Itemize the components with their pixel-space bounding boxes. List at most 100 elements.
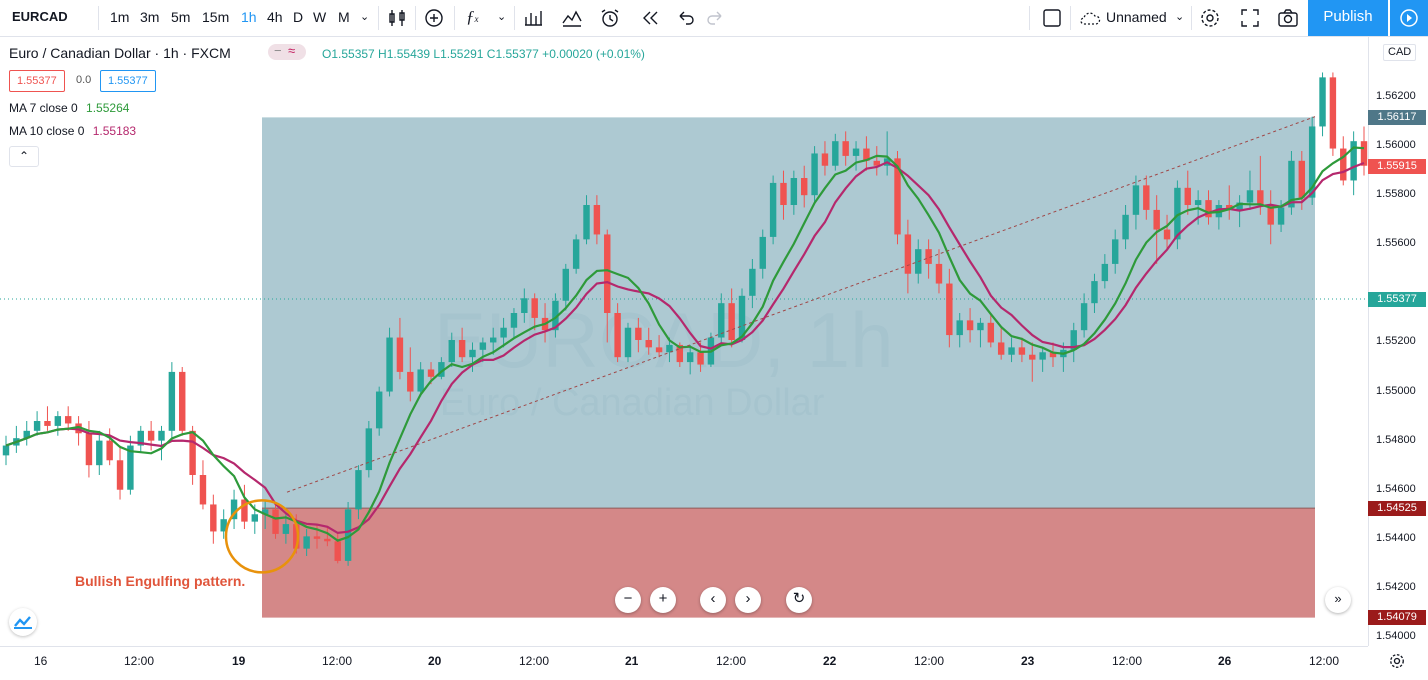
ma7-legend: MA 7 close 0 1.55264 <box>9 101 129 115</box>
buy-price[interactable]: 1.55377 <box>100 70 156 92</box>
candle-body <box>1340 148 1347 181</box>
play-button[interactable] <box>1390 0 1428 36</box>
candle-body <box>604 234 611 313</box>
candle-body <box>1308 126 1316 198</box>
settings-gear-icon[interactable] <box>1387 651 1407 671</box>
interval-5m[interactable]: 5m <box>171 9 191 25</box>
price-tick: 1.54000 <box>1376 630 1416 642</box>
candle-body <box>1298 160 1306 198</box>
redo-icon[interactable] <box>703 6 727 30</box>
interval-M[interactable]: M <box>338 9 350 25</box>
candle-body <box>1018 347 1026 355</box>
candle-body <box>23 430 30 439</box>
time-tick: 12:00 <box>716 654 747 668</box>
candle-body <box>728 303 735 340</box>
candle-body <box>1350 141 1357 181</box>
candle-body <box>624 327 632 358</box>
gear-icon[interactable] <box>1198 6 1222 30</box>
ma10-value: 1.55183 <box>92 124 137 138</box>
sell-price[interactable]: 1.55377 <box>9 70 65 92</box>
collapse-legend-button[interactable]: ⌃ <box>9 146 39 167</box>
interval-1m[interactable]: 1m <box>110 9 130 25</box>
candle-body <box>946 283 953 336</box>
add-indicator-icon[interactable] <box>422 6 446 30</box>
candle-body <box>769 182 777 237</box>
checkbox-icon[interactable] <box>1040 6 1064 30</box>
time-axis[interactable] <box>0 646 1368 680</box>
interval-15m[interactable]: 15m <box>202 9 230 25</box>
ohlc-values: O1.55357 H1.55439 L1.55291 C1.55377 +0.0… <box>322 47 645 61</box>
tradingview-logo[interactable] <box>9 608 37 636</box>
chevron-down-icon[interactable]: ⌄ <box>1175 11 1185 23</box>
time-tick: 19 <box>232 654 246 668</box>
plus-icon: + <box>658 590 668 607</box>
time-tick: 22 <box>823 654 837 668</box>
price-tick: 1.54800 <box>1376 433 1416 446</box>
pattern-annotation[interactable]: Bullish Engulfing pattern. <box>75 573 246 589</box>
candle-body <box>469 349 476 358</box>
candles-icon[interactable] <box>385 6 409 30</box>
publish-button[interactable]: Publish <box>1308 0 1388 36</box>
replay-icon[interactable] <box>638 6 662 30</box>
interval-4h[interactable]: 4h <box>267 9 283 25</box>
candle-body <box>718 303 725 338</box>
interval-1h[interactable]: 1h <box>241 9 257 25</box>
reset-chart-button[interactable]: ↻ <box>786 587 812 613</box>
candle-body <box>438 362 445 377</box>
minus-icon: − <box>623 590 633 607</box>
candle-body <box>96 440 103 466</box>
divider <box>1070 6 1071 30</box>
candle-body <box>1267 205 1274 225</box>
compare-icon[interactable] <box>521 6 545 30</box>
chevron-down-icon[interactable]: ⌄ <box>360 11 370 23</box>
alert-icon[interactable] <box>598 6 622 30</box>
divider <box>378 6 379 30</box>
candle-body <box>1194 200 1202 205</box>
candle-body <box>106 440 113 461</box>
spread-value: 0.0 <box>76 74 92 86</box>
candle-body <box>500 327 507 338</box>
interval-3m[interactable]: 3m <box>140 9 160 25</box>
interval-W[interactable]: W <box>313 9 327 25</box>
candle-body <box>1143 185 1150 210</box>
price-chart[interactable]: EURCAD, 1hEuro / Canadian Dollar <box>0 37 1368 646</box>
fullscreen-icon[interactable] <box>1238 6 1262 30</box>
divider <box>514 6 515 30</box>
candle-body <box>407 371 414 392</box>
candle-body <box>189 430 196 475</box>
candle-body <box>85 433 93 466</box>
layout-name[interactable]: Unnamed <box>1106 9 1167 25</box>
candle-body <box>873 160 880 166</box>
price-axis[interactable]: CAD <box>1368 37 1428 646</box>
scroll-right-button[interactable]: › <box>735 587 761 613</box>
candle-body <box>645 340 652 348</box>
chart-area[interactable]: EURCAD, 1hEuro / Canadian Dollar <box>0 37 1368 646</box>
candle-body <box>510 313 518 328</box>
candle-body <box>220 519 227 532</box>
candle-body <box>1257 190 1264 205</box>
function-icon[interactable]: ƒx <box>466 7 479 26</box>
symbol-search[interactable]: EURCAD <box>12 9 68 24</box>
approx-icon: ≈ <box>288 43 296 58</box>
time-tick: 12:00 <box>1112 654 1143 668</box>
currency-label[interactable]: CAD <box>1383 44 1417 61</box>
target-price-tag: 1.56117 <box>1368 109 1426 125</box>
camera-icon[interactable] <box>1276 6 1300 30</box>
candle-body <box>386 337 393 392</box>
scroll-left-button[interactable]: ‹ <box>700 587 726 613</box>
visibility-toggle[interactable]: − ≈ <box>268 43 306 60</box>
chart-type-icon[interactable] <box>560 6 584 30</box>
candle-body <box>1049 352 1057 358</box>
price-tick: 1.56200 <box>1376 90 1416 102</box>
interval-D[interactable]: D <box>293 9 304 25</box>
zoom-in-button[interactable]: + <box>650 587 676 613</box>
candle-body <box>1122 214 1129 240</box>
zoom-out-button[interactable]: − <box>615 587 641 613</box>
candle-body <box>552 300 559 331</box>
candle-body <box>686 352 694 363</box>
scroll-to-realtime-button[interactable]: » <box>1325 587 1351 613</box>
candle-body <box>925 249 932 264</box>
chevron-down-icon[interactable]: ⌄ <box>497 11 507 23</box>
candle-body <box>1277 207 1285 225</box>
undo-icon[interactable] <box>674 6 698 30</box>
